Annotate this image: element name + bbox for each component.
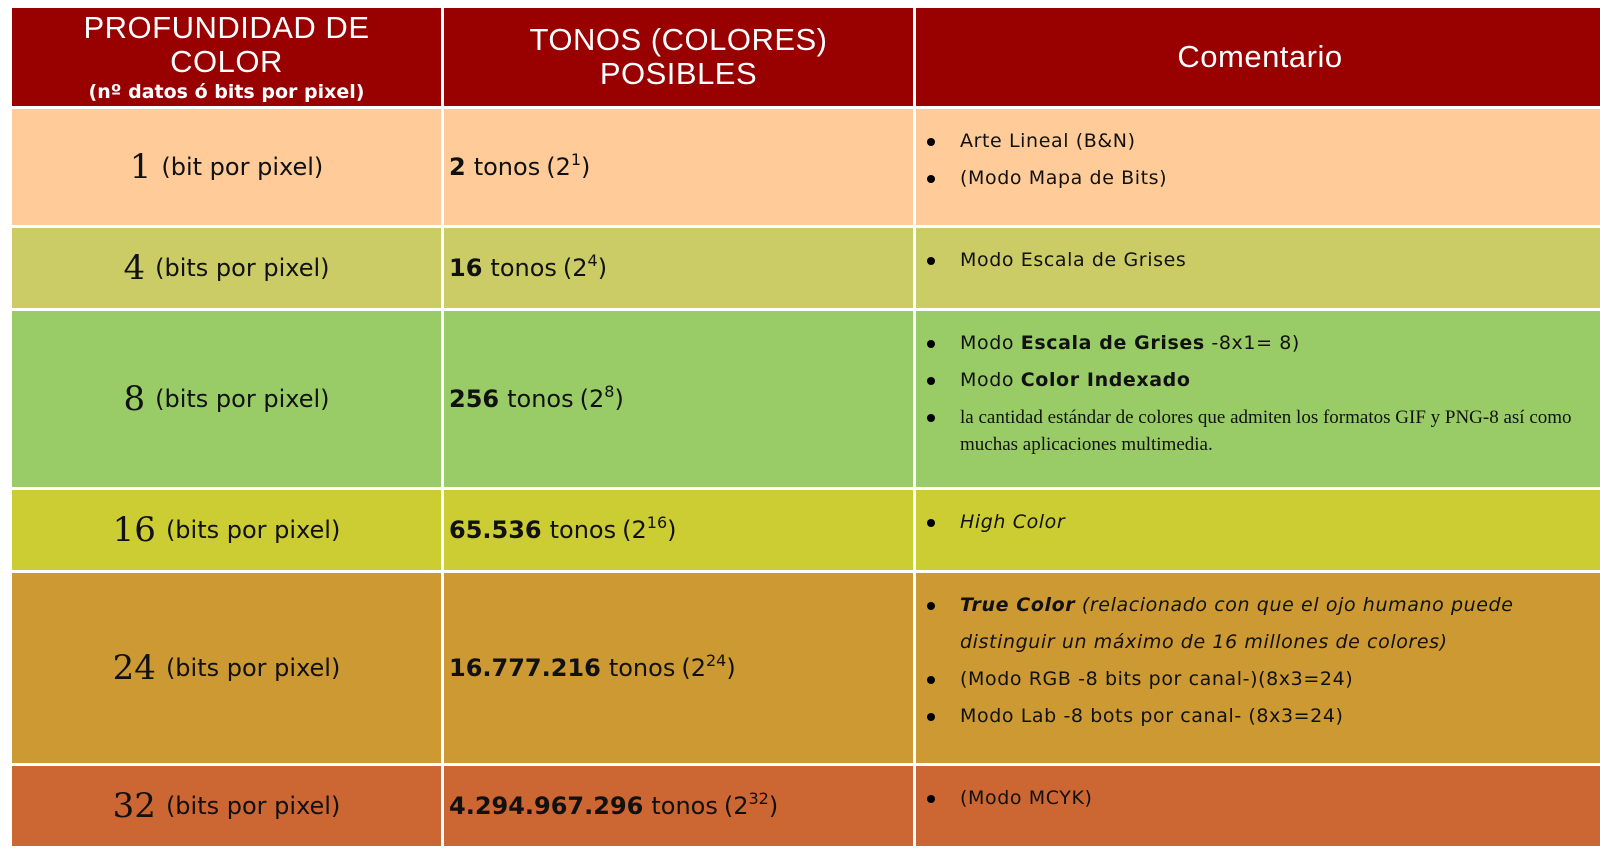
comment-item: Arte Lineal (B&N) [926,123,1167,160]
tones-word: tonos [651,792,718,820]
tones-count: 256 [449,385,500,413]
row-4-tones: 65.536 tonos (216) [444,490,913,570]
tones-power: (24) [562,251,608,283]
comment-list: True Color (relacionado con que el ojo h… [927,587,1592,735]
comment-item: Modo Escala de Grises [926,242,1186,279]
exponent: 16 [646,513,668,532]
header-comment: Comentario [916,8,1600,106]
row-1-depth: 1 (bit por pixel) [12,109,441,225]
comment-item: la cantidad estándar de colores que admi… [927,399,1592,458]
comment-list: (Modo MCYK) [927,780,1093,817]
comment-item: High Color [926,504,1065,541]
row-3-tones: 256 tonos (28) [444,311,913,487]
depth-value: 32 [112,786,156,826]
tones-word: tonos [507,385,574,413]
comment-item: (Modo RGB -8 bits por canal-)(8x3=24) [927,661,1592,698]
comment-item: (Modo MCYK) [927,780,1093,817]
header-tones-line1: TONOS (COLORES) [529,22,828,57]
row-4-depth: 16 (bits por pixel) [12,490,441,570]
row-6-comment: (Modo MCYK) [916,766,1600,846]
tones-count: 65.536 [449,516,542,544]
depth-value: 8 [123,379,146,419]
tones-count: 2 [449,153,466,181]
row-5-comment: True Color (relacionado con que el ojo h… [916,573,1600,763]
exponent: 32 [748,789,769,808]
exponent: 1 [570,150,582,169]
exponent: 24 [705,651,727,670]
comment-item: (Modo Mapa de Bits) [926,160,1167,197]
row-2-depth: 4 (bits por pixel) [12,228,441,308]
tones-count: 16.777.216 [449,654,601,682]
exponent: 8 [604,382,615,401]
tones-power: (216) [622,513,677,545]
depth-value: 24 [112,648,156,688]
row-6-tones: 4.294.967.296 tonos (232) [444,766,913,846]
tones-count: 16 [449,254,483,282]
depth-unit: (bits por pixel) [165,792,341,820]
header-tones-line2: POSIBLES [599,56,758,91]
comment-list: Modo Escala de Grises [926,242,1186,279]
row-3-depth: 8 (bits por pixel) [12,311,441,487]
comment-item: Modo Lab -8 bots por canal- (8x3=24) [927,698,1592,735]
depth-value: 16 [112,510,156,550]
row-5-depth: 24 (bits por pixel) [12,573,441,763]
row-3-comment: Modo Escala de Grises -8x1= 8) Modo Colo… [916,311,1600,487]
tones-power: (21) [546,150,591,182]
row-6-depth: 32 (bits por pixel) [12,766,441,846]
depth-unit: (bits por pixel) [165,516,341,544]
header-depth-line1: PROFUNDIDAD DE [83,10,370,45]
tones-word: tonos [608,654,676,682]
header-depth: PROFUNDIDAD DE COLOR (nº datos ó bits po… [12,8,441,106]
row-2-tones: 16 tonos (24) [444,228,913,308]
tones-power: (224) [681,651,736,683]
row-4-comment: High Color [916,490,1600,570]
depth-unit: (bits por pixel) [155,385,330,413]
row-2-comment: Modo Escala de Grises [916,228,1600,308]
tones-word: tonos [473,153,541,181]
tones-power: (28) [579,382,624,414]
comment-list: High Color [926,504,1065,541]
depth-unit: (bits por pixel) [155,254,330,282]
tones-count: 4.294.967.296 [449,792,644,820]
comment-item: Modo Escala de Grises -8x1= 8) [927,325,1592,362]
row-1-tones: 2 tonos (21) [444,109,913,225]
tones-word: tonos [490,254,557,282]
row-1-comment: Arte Lineal (B&N) (Modo Mapa de Bits) [916,109,1600,225]
depth-value: 1 [129,147,152,187]
tones-power: (232) [723,789,779,821]
header-tones: TONOS (COLORES) POSIBLES [444,8,913,106]
comment-item: Modo Color Indexado [927,362,1592,399]
header-depth-line2: COLOR [170,44,283,79]
comment-list: Modo Escala de Grises -8x1= 8) Modo Colo… [927,325,1592,458]
header-comment-label: Comentario [1177,39,1343,74]
comment-list: Arte Lineal (B&N) (Modo Mapa de Bits) [926,123,1167,197]
depth-unit: (bit por pixel) [161,153,324,181]
exponent: 4 [587,251,598,270]
row-5-tones: 16.777.216 tonos (224) [444,573,913,763]
depth-unit: (bits por pixel) [165,654,341,682]
tones-word: tonos [549,516,617,544]
color-depth-table: PROFUNDIDAD DE COLOR (nº datos ó bits po… [12,8,1600,846]
header-depth-subtitle: (nº datos ó bits por pixel) [88,81,365,103]
comment-item: True Color (relacionado con que el ojo h… [927,587,1592,661]
depth-value: 4 [123,248,146,288]
